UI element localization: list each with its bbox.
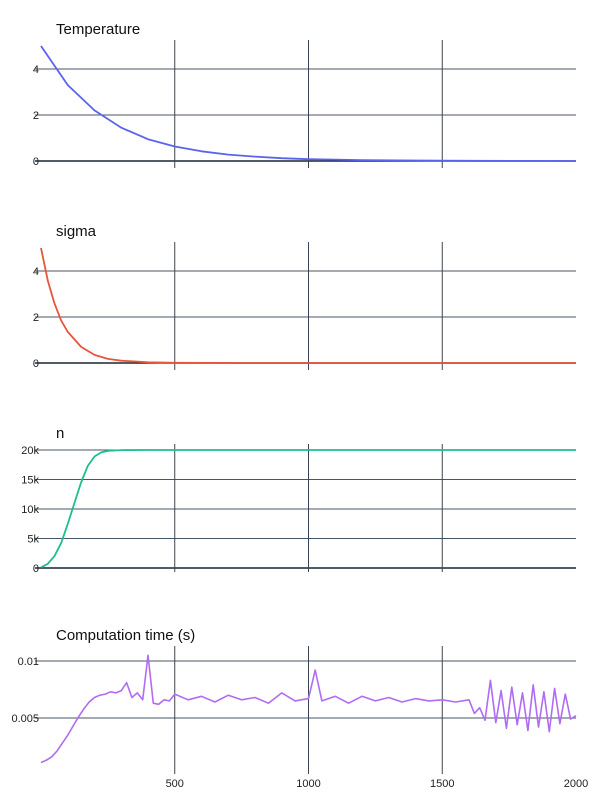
y-tick-label: 15k <box>21 475 39 487</box>
y-tick-label: 4 <box>33 64 39 76</box>
chart-panel-3: 0 5k 10k 15k 20k n <box>21 425 576 575</box>
y-tick-label: 0.005 <box>11 713 39 725</box>
y-tick-label: 0 <box>33 156 39 168</box>
y-tick-label: 20k <box>21 445 39 457</box>
chart-title: n <box>56 425 64 442</box>
x-tick-label: 1500 <box>430 778 454 790</box>
chart-title: Computation time (s) <box>56 627 195 644</box>
x-tick-label: 1000 <box>296 778 320 790</box>
y-tick-label: 2 <box>33 312 39 324</box>
chart-panel-1: 0 2 4 Temperature <box>33 21 577 168</box>
series-line-1 <box>40 654 577 764</box>
chart-panel-4: 0.005 0.01 500 1000 1500 2000 Computation time… <box>11 627 588 790</box>
y-tick-label: 0 <box>33 358 39 370</box>
chart-title: Temperature <box>56 21 140 38</box>
series-line-1 <box>40 247 576 364</box>
y-tick-label: 2 <box>33 110 39 122</box>
chart-panel-2: 0 2 4 sigma <box>33 223 576 370</box>
y-tick-label: 0.01 <box>18 656 39 668</box>
series-line-1 <box>40 45 577 162</box>
y-tick-label: 0 <box>33 563 39 575</box>
chart-title: sigma <box>56 223 97 240</box>
y-tick-label: 10k <box>21 504 39 516</box>
x-tick-label: 500 <box>166 778 184 790</box>
y-tick-label: 5k <box>27 534 39 546</box>
series-line-1 <box>40 449 576 569</box>
y-tick-label: 4 <box>33 266 39 278</box>
x-tick-label: 2000 <box>564 778 588 790</box>
